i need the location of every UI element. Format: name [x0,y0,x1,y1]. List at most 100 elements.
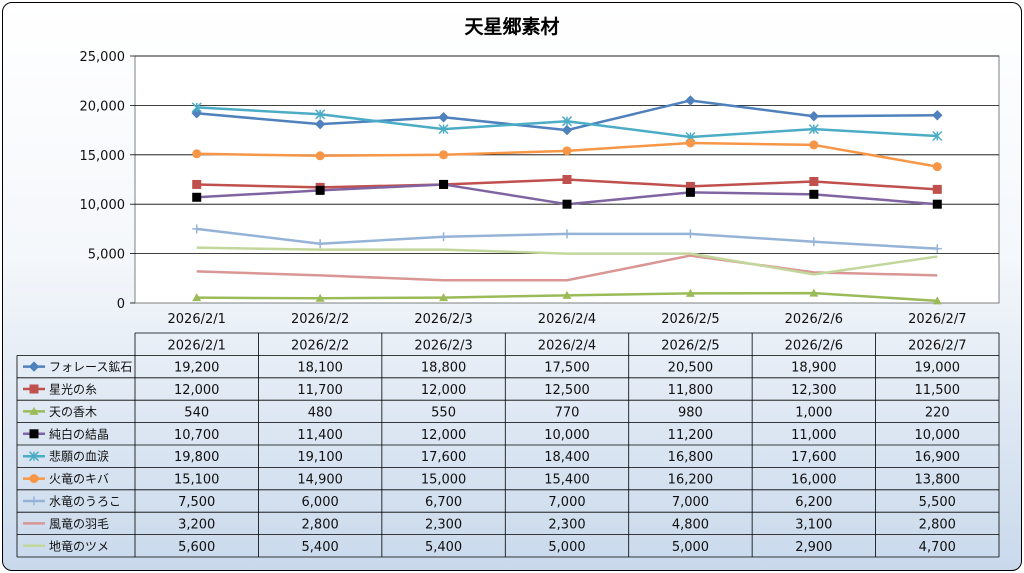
table-cell: 1,000 [795,405,832,420]
x-tick-label: 2026/2/7 [908,312,966,327]
table-cell: 11,700 [297,383,343,398]
table-cell: 16,200 [668,473,714,488]
table-row: 水竜のうろこ 7,500 6,000 6,700 7,000 7,000 6,200 5,50… [23,495,956,510]
table-cell: 17,500 [544,361,590,376]
table-cell: 12,000 [174,383,220,398]
series-line [196,254,938,282]
point [315,151,325,161]
table-header-cell: 2026/2/1 [168,338,226,353]
table-cell: 20,500 [668,361,714,376]
table-cell: 19,000 [915,361,961,376]
series [191,95,943,136]
table-cell: 5,000 [672,540,709,555]
table-cell: 5,400 [302,540,339,555]
table-cell: 2,300 [548,517,585,532]
point [29,496,39,506]
point [192,149,202,159]
table-cell: 19,100 [297,450,343,465]
point [562,229,572,239]
table-cell: 540 [184,405,209,420]
table-cell: 18,100 [297,361,343,376]
x-tick-label: 2026/2/3 [414,312,472,327]
table-cell: 18,400 [544,450,590,465]
point [315,109,326,120]
table-cell: 220 [925,405,950,420]
table-cell: 11,500 [915,383,961,398]
series [192,288,942,305]
table-cell: 7,000 [548,495,585,510]
point [809,140,819,150]
table-cell: 12,000 [421,383,467,398]
point [685,187,695,197]
point [685,181,695,191]
table-cell: 3,200 [178,517,215,532]
table-header-cell: 2026/2/3 [414,338,472,353]
legend-label: 火竜のキバ [49,472,109,486]
y-tick-label: 20,000 [80,99,126,114]
point [192,293,202,302]
point [561,116,573,127]
table-header-cell: 2026/2/7 [908,338,966,353]
point [192,179,202,189]
point [192,192,202,202]
legend-label: 地竜のツメ [49,539,109,553]
table-cell: 18,800 [421,361,467,376]
table-cell: 3,100 [795,517,832,532]
point [809,237,819,247]
table-cell: 19,800 [174,450,220,465]
table-cell: 15,100 [174,473,220,488]
point [561,124,573,136]
point [28,451,40,462]
point [932,199,942,209]
table-cell: 7,000 [672,495,709,510]
y-tick-label: 25,000 [80,50,126,65]
chart-title: 天星郷素材 [464,15,559,38]
table-cell: 5,500 [919,495,956,510]
table-cell: 18,900 [791,361,837,376]
table-cell: 17,600 [421,450,467,465]
table-cell: 16,800 [668,450,714,465]
table-cell: 770 [555,405,580,420]
legend-label: 純白の結晶 [49,426,109,441]
point [439,232,449,242]
table-row: 天の香木 540 480 550 770 980 1,000 220 [23,405,950,420]
point [809,189,819,199]
point [685,95,696,106]
x-tick-label: 2026/2/5 [661,312,719,327]
point [315,239,325,249]
point [192,224,202,234]
point [562,199,572,209]
table-cell: 2,900 [795,540,832,555]
point [439,150,449,160]
axis-layer: 0 5,000 10,000 15,000 20,000 25,000 2026/2/1 20… [80,50,967,327]
point [29,406,39,415]
y-tick-label: 15,000 [80,149,126,164]
table-row: 星光の糸 12,000 11,700 12,000 12,500 11,800 12,300… [23,383,961,398]
x-tick-label: 2026/2/6 [785,312,843,327]
point [439,293,449,302]
legend-label: 星光の糸 [49,383,97,397]
point [562,175,572,184]
table-cell: 980 [678,405,703,420]
x-tick-label: 2026/2/1 [168,312,226,327]
table-cell: 5,600 [178,540,215,555]
series [192,138,942,172]
table-header-cell: 2026/2/5 [661,338,719,353]
point [932,130,943,142]
legend-label: 天の香木 [49,405,97,419]
data-table: 2026/2/1 2026/2/2 2026/2/3 2026/2/4 2026/2/5… [16,332,1000,558]
table-cell: 4,800 [672,517,709,532]
point [808,111,820,122]
table-cell: 7,500 [178,495,215,510]
series-layer [191,95,943,305]
table-cell: 17,600 [791,450,837,465]
table-cell: 10,000 [915,428,961,443]
point [685,138,695,148]
table-cell: 4,700 [919,540,956,555]
table-row: 風竜の羽毛 3,200 2,800 2,300 2,300 4,800 3,100 2,800 [23,517,956,532]
series [196,254,938,282]
table-row: 悲願の血涙 19,800 19,100 17,600 18,400 16,800 17,60… [23,449,960,465]
series [192,224,942,254]
point [315,185,325,195]
